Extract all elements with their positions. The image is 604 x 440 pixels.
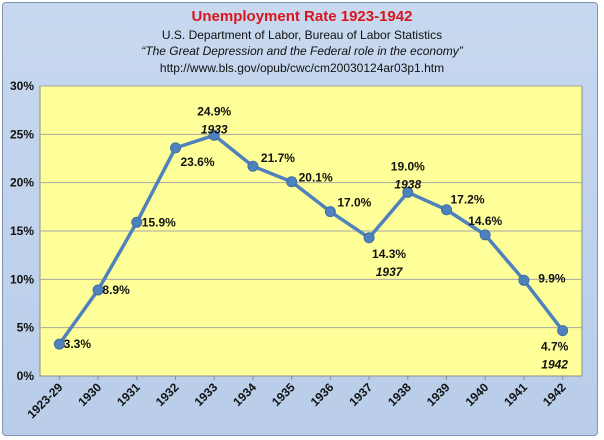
series-line: [57, 133, 565, 346]
data-point: [208, 129, 220, 141]
data-point: [247, 160, 259, 172]
data-point: [479, 229, 491, 241]
data-label: 20.1%: [299, 171, 333, 185]
data-point: [402, 186, 414, 198]
x-tick-label: 1923-29: [24, 380, 65, 421]
data-label: 14.6%: [468, 214, 502, 228]
x-tick-label: 1941: [501, 380, 530, 409]
y-tick-label: 15%: [10, 224, 34, 238]
year-annotation: 1942: [541, 358, 568, 372]
y-tick-label: 20%: [10, 176, 34, 190]
data-point: [557, 325, 569, 337]
data-label: 24.9%: [197, 104, 231, 118]
data-label: 4.7%: [541, 340, 569, 354]
x-tick-label: 1936: [308, 380, 337, 409]
x-tick-label: 1938: [385, 380, 414, 409]
y-tick-label: 25%: [10, 127, 34, 141]
data-point: [518, 274, 530, 286]
x-tick-label: 1935: [269, 380, 298, 409]
x-tick-label: 1930: [75, 380, 104, 409]
data-label: 9.9%: [538, 271, 566, 285]
chart-subtitle-url: http://www.bls.gov/opub/cwc/cm20030124ar…: [159, 61, 445, 75]
x-tick-label: 1934: [230, 380, 259, 409]
data-label: 19.0%: [391, 159, 425, 173]
data-label: 21.7%: [261, 151, 295, 165]
year-annotation: 1938: [394, 177, 421, 191]
data-label: 14.3%: [372, 247, 406, 261]
data-label: 15.9%: [142, 215, 176, 229]
data-point: [324, 206, 336, 218]
y-tick-label: 10%: [10, 272, 34, 286]
year-annotation: 1933: [201, 122, 228, 136]
y-tick-label: 0%: [17, 369, 35, 383]
data-point: [131, 216, 143, 228]
data-label: 17.2%: [450, 193, 484, 207]
data-point: [92, 284, 104, 296]
data-label: 8.9%: [102, 283, 130, 297]
x-tick-label: 1940: [463, 380, 492, 409]
data-label: 23.6%: [180, 155, 214, 169]
x-tick-label: 1932: [153, 380, 182, 409]
data-label: 3.3%: [64, 337, 92, 351]
x-tick-label: 1931: [114, 380, 143, 409]
chart-subtitle-publication: “The Great Depression and the Federal ro…: [141, 44, 463, 58]
data-point: [53, 338, 65, 350]
year-annotation: 1937: [376, 265, 404, 279]
data-label: 17.0%: [337, 196, 371, 210]
x-tick-label: 1939: [424, 380, 453, 409]
data-point: [441, 204, 452, 216]
x-tick-label: 1942: [540, 380, 569, 409]
data-point: [286, 176, 298, 188]
data-point: [170, 142, 181, 154]
x-tick-label: 1933: [192, 380, 221, 409]
y-tick-label: 5%: [17, 321, 35, 335]
y-tick-label: 30%: [10, 79, 34, 93]
chart-title: Unemployment Rate 1923-1942: [191, 8, 413, 25]
data-point: [363, 232, 375, 244]
x-tick-label: 1937: [346, 380, 375, 409]
chart-subtitle-source: U.S. Department of Labor, Bureau of Labo…: [161, 28, 443, 42]
